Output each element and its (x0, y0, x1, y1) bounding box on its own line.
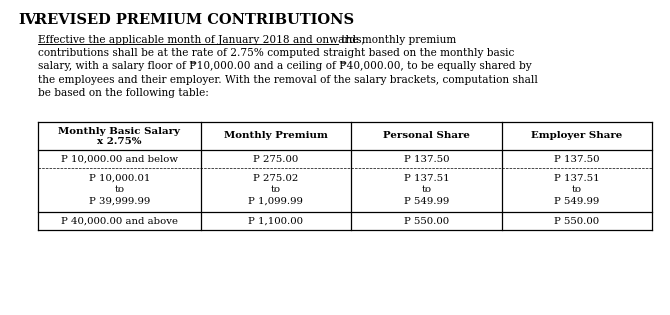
Text: P 137.50: P 137.50 (403, 154, 449, 163)
Text: P 1,099.99: P 1,099.99 (249, 197, 304, 206)
Text: P 549.99: P 549.99 (404, 197, 449, 206)
Text: P 550.00: P 550.00 (554, 216, 600, 226)
Text: P 549.99: P 549.99 (554, 197, 600, 206)
Text: P 275.00: P 275.00 (253, 154, 299, 163)
Text: the employees and their employer. With the removal of the salary brackets, compu: the employees and their employer. With t… (38, 75, 538, 85)
Text: to: to (115, 186, 125, 194)
Text: P 137.51: P 137.51 (403, 174, 449, 183)
Text: Monthly Basic Salary: Monthly Basic Salary (58, 127, 180, 135)
Text: Monthly Premium: Monthly Premium (224, 131, 328, 140)
Text: P 275.02: P 275.02 (253, 174, 299, 183)
Text: P 550.00: P 550.00 (404, 216, 449, 226)
Text: to: to (421, 186, 431, 194)
Text: P 10,000.01: P 10,000.01 (88, 174, 150, 183)
Text: contributions shall be at the rate of 2.75% computed straight based on the month: contributions shall be at the rate of 2.… (38, 48, 515, 58)
Text: Employer Share: Employer Share (531, 131, 622, 140)
Text: Effective the applicable month of January 2018 and onwards,: Effective the applicable month of Januar… (38, 35, 364, 45)
Text: P 39,999.99: P 39,999.99 (88, 197, 150, 206)
Text: salary, with a salary floor of ₱10,000.00 and a ceiling of ₱40,000.00, to be equ: salary, with a salary floor of ₱10,000.0… (38, 61, 531, 72)
Text: the monthly premium: the monthly premium (338, 35, 456, 45)
Text: REVISED PREMIUM CONTRIBUTIONS: REVISED PREMIUM CONTRIBUTIONS (35, 13, 354, 27)
Text: to: to (271, 186, 281, 194)
Text: IV.: IV. (18, 13, 39, 27)
Text: P 1,100.00: P 1,100.00 (249, 216, 304, 226)
Text: x 2.75%: x 2.75% (97, 136, 141, 146)
Text: Personal Share: Personal Share (383, 131, 470, 140)
Text: to: to (572, 186, 582, 194)
Text: P 137.50: P 137.50 (554, 154, 600, 163)
Text: be based on the following table:: be based on the following table: (38, 88, 209, 98)
Text: P 40,000.00 and above: P 40,000.00 and above (61, 216, 178, 226)
Text: P 137.51: P 137.51 (554, 174, 600, 183)
Text: P 10,000.00 and below: P 10,000.00 and below (61, 154, 178, 163)
